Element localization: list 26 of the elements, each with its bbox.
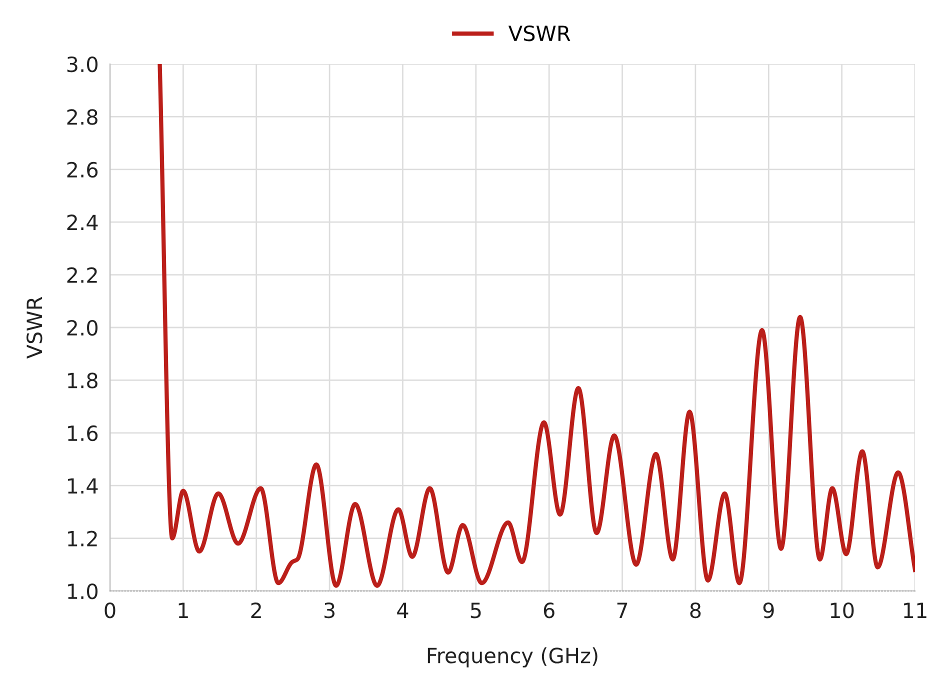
y-tick-label: 2.2	[67, 267, 97, 283]
y-tick-label: 2.6	[67, 162, 98, 178]
x-tick-label: 5	[470, 602, 481, 618]
x-tick-label: 7	[617, 602, 628, 618]
x-tick-label: 2	[251, 602, 261, 618]
y-tick-label: 2.8	[67, 109, 98, 125]
y-tick-label: 1.2	[68, 530, 97, 546]
x-tick-label: 11	[904, 602, 926, 618]
x-tick-label: 8	[690, 602, 701, 618]
x-tick-label: 9	[763, 602, 774, 618]
x-tick-label: 3	[324, 602, 335, 618]
x-tick-label: 10	[830, 602, 854, 618]
y-tick-label: 2.0	[67, 320, 98, 336]
x-tick-label: 0	[104, 602, 116, 618]
x-axis-title: Frequency (GHz)	[428, 647, 598, 668]
x-tick-label: 4	[397, 602, 408, 618]
x-tick-label: 1	[178, 602, 188, 618]
x-tick-label: 6	[544, 602, 554, 618]
y-tick-label: 2.4	[67, 214, 98, 230]
y-tick-label: 1.8	[68, 372, 98, 388]
legend-label: VSWR	[508, 25, 570, 42]
y-tick-label: 3.0	[67, 56, 98, 72]
y-axis-title: VSWR	[26, 296, 42, 359]
y-tick-label: 1.6	[68, 425, 98, 442]
y-tick-label: 1.4	[68, 478, 98, 494]
y-tick-label: 1.0	[68, 583, 98, 600]
